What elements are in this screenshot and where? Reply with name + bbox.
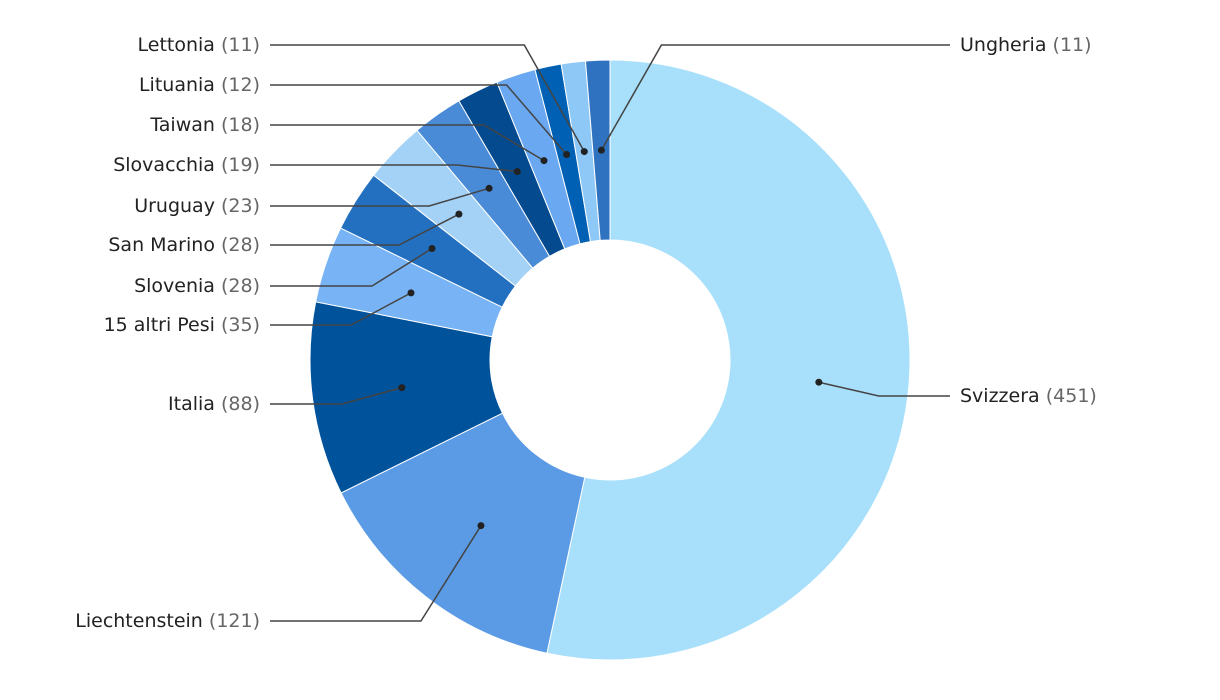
leader-dot: [398, 384, 406, 392]
label-value: (11): [1053, 34, 1092, 56]
slice-label: Lituania (12): [139, 74, 260, 96]
label-name: Lettonia: [138, 34, 215, 56]
leader-line: [270, 247, 433, 287]
label-value: (121): [209, 610, 260, 632]
leader-line: [270, 213, 460, 246]
slice: [546, 59, 911, 661]
leader-line: [270, 124, 545, 162]
label-value: (28): [221, 275, 260, 297]
label-name: Uruguay: [134, 195, 215, 217]
leader-line: [270, 84, 568, 156]
label-name: Lituania: [139, 74, 215, 96]
leader-dot: [513, 168, 521, 176]
slice-label: Slovenia (28): [134, 275, 260, 297]
label-name: Svizzera: [960, 385, 1040, 407]
label-value: (12): [221, 74, 260, 96]
slice-label: Taiwan (18): [149, 114, 260, 136]
slice-label: Uruguay (23): [134, 195, 260, 217]
slice-label: Ungheria (11): [960, 34, 1092, 56]
label-name: Slovacchia: [113, 154, 215, 176]
slice: [309, 301, 504, 494]
leader-dot: [485, 184, 493, 192]
label-value: (28): [221, 234, 260, 256]
leader-dot: [540, 157, 548, 165]
leader-dot: [407, 289, 415, 297]
slice-label: Slovacchia (19): [113, 154, 260, 176]
label-value: (19): [221, 154, 260, 176]
leader-dot: [580, 148, 588, 156]
leader-dot: [597, 146, 605, 154]
leader-dot: [455, 210, 463, 218]
leader-line: [600, 44, 950, 151]
leader-line: [270, 164, 518, 173]
label-value: (18): [221, 114, 260, 136]
leader-dot: [815, 378, 823, 386]
slice-label: Liechtenstein (121): [75, 610, 260, 632]
slice: [340, 412, 586, 654]
slice-label: 15 altri Pesi (35): [104, 314, 260, 336]
label-name: 15 altri Pesi: [104, 314, 215, 336]
leader-dot: [428, 245, 436, 253]
slice-label: Italia (88): [168, 393, 260, 415]
slice: [584, 59, 611, 241]
leader-line: [270, 525, 482, 622]
slice-label: Lettonia (11): [138, 34, 261, 56]
leader-dot: [563, 151, 571, 159]
label-value: (35): [221, 314, 260, 336]
leader-line: [270, 386, 403, 405]
label-name: Slovenia: [134, 275, 215, 297]
label-name: Ungheria: [960, 34, 1046, 56]
label-value: (23): [221, 195, 260, 217]
label-name: Liechtenstein: [75, 610, 203, 632]
leader-line: [270, 187, 490, 207]
leader-line: [818, 381, 950, 397]
leader-dot: [477, 522, 485, 530]
slice-label: San Marino (28): [108, 234, 260, 256]
label-name: Taiwan: [149, 114, 215, 136]
label-name: San Marino: [108, 234, 215, 256]
leader-line: [270, 44, 585, 152]
leader-line: [270, 292, 412, 326]
label-value: (451): [1046, 385, 1097, 407]
label-value: (88): [221, 393, 260, 415]
slice-label: Svizzera (451): [960, 385, 1097, 407]
label-value: (11): [221, 34, 260, 56]
label-name: Italia: [168, 393, 215, 415]
